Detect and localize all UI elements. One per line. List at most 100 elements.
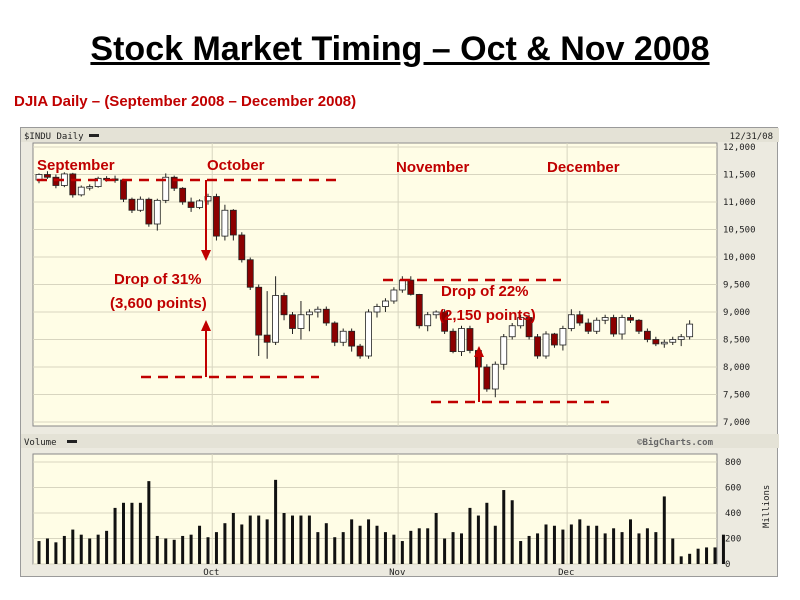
volume-bar — [223, 523, 227, 564]
volume-bar — [713, 547, 717, 564]
candlestick — [593, 317, 601, 334]
candlestick — [627, 314, 634, 323]
price-tick-label: 11,000 — [723, 198, 756, 208]
volume-bar — [502, 490, 506, 564]
volume-bar — [527, 535, 531, 564]
candlestick — [263, 291, 271, 359]
volume-bar — [392, 534, 396, 564]
volume-bar — [358, 525, 362, 564]
volume-bar — [460, 533, 463, 564]
candlestick — [187, 197, 195, 212]
price-tick-label: 7,000 — [723, 418, 750, 428]
volume-bar — [654, 532, 658, 564]
volume-bar — [206, 537, 210, 564]
candlestick — [517, 314, 525, 329]
candlestick — [221, 204, 229, 241]
volume-tick-label: 800 — [725, 458, 741, 468]
candlestick — [145, 197, 153, 227]
volume-bar — [671, 538, 675, 564]
volume-bar — [629, 519, 632, 564]
slide-subtitle: DJIA Daily – (September 2008 – December … — [14, 93, 357, 110]
volume-tick-label: 200 — [725, 535, 741, 545]
drop2-up-arrowhead-icon — [474, 346, 484, 357]
volume-bar — [586, 525, 590, 564]
price-header-bar — [21, 128, 779, 142]
volume-bar — [544, 524, 548, 564]
volume-bar — [274, 479, 278, 564]
stock-chart: $INDU Daily 12/31/08 12,000 11,500 11,000 1… — [21, 128, 779, 578]
candlestick — [94, 176, 102, 188]
candlestick — [280, 292, 288, 321]
volume-bar — [612, 528, 616, 564]
month-label-october: October — [207, 157, 265, 174]
candlestick — [644, 328, 651, 343]
volume-bar — [71, 529, 75, 564]
price-tick-label: 10,500 — [723, 226, 756, 236]
volume-bar — [443, 538, 447, 564]
candlestick — [356, 343, 364, 359]
candlestick — [339, 328, 347, 347]
candlestick — [483, 364, 491, 392]
candlestick — [373, 303, 381, 318]
candlestick — [441, 309, 449, 334]
drop2-points-label: (2,150 points) — [439, 307, 536, 324]
price-tick-label: 12,000 — [723, 143, 756, 153]
candlestick — [52, 174, 60, 189]
volume-bar — [721, 534, 725, 564]
candlestick — [170, 175, 178, 191]
candlestick — [238, 232, 246, 263]
symbol-label: $INDU Daily — [24, 132, 84, 142]
volume-bar — [214, 532, 218, 564]
price-tick-label: 7,500 — [723, 391, 750, 401]
candlestick — [491, 361, 499, 398]
candlestick — [213, 193, 220, 241]
volume-bar — [578, 519, 582, 564]
candlestick — [458, 325, 465, 356]
candlestick — [415, 293, 423, 329]
volume-bar — [333, 537, 337, 564]
volume-bar — [434, 513, 438, 564]
drop2-percent-label: Drop of 22% — [441, 283, 529, 300]
volume-bar — [240, 524, 244, 564]
price-tick-label: 8,000 — [723, 363, 750, 373]
volume-marker-icon — [67, 440, 77, 443]
candlestick — [601, 314, 609, 325]
volume-bar — [350, 519, 354, 564]
volume-bar — [375, 525, 379, 564]
volume-bar — [367, 519, 371, 564]
volume-bar — [510, 500, 514, 564]
volume-bar — [79, 534, 83, 564]
volume-bar — [561, 529, 565, 564]
candlestick — [69, 172, 77, 198]
candlestick — [44, 171, 51, 179]
candlestick — [610, 314, 617, 337]
month-label-december: December — [547, 159, 620, 176]
candlestick — [669, 336, 677, 345]
candlestick — [576, 310, 584, 326]
volume-bar — [130, 502, 134, 564]
candlestick — [424, 312, 432, 332]
volume-bar — [198, 525, 202, 564]
volume-bar — [248, 515, 252, 564]
volume-bar — [417, 528, 421, 564]
volume-bar — [519, 541, 523, 564]
candlestick — [153, 198, 161, 231]
candlestick — [322, 306, 330, 326]
price-tick-label: 8,500 — [723, 336, 750, 346]
price-tick-label: 9,500 — [723, 281, 750, 291]
drop1-down-arrowhead-icon — [201, 250, 211, 261]
candlestick — [525, 314, 533, 340]
candlestick — [179, 187, 187, 205]
volume-bar — [172, 539, 176, 564]
volume-header-bar — [21, 434, 779, 448]
candlestick — [305, 309, 313, 332]
candlestick — [466, 325, 474, 354]
volume-bar — [299, 515, 303, 564]
volume-bar — [476, 515, 480, 564]
candlestick — [508, 323, 516, 340]
candlestick — [196, 199, 203, 210]
candlestick — [534, 334, 541, 359]
candlestick — [255, 284, 263, 356]
volume-bar — [45, 538, 49, 564]
candlestick — [314, 306, 322, 318]
